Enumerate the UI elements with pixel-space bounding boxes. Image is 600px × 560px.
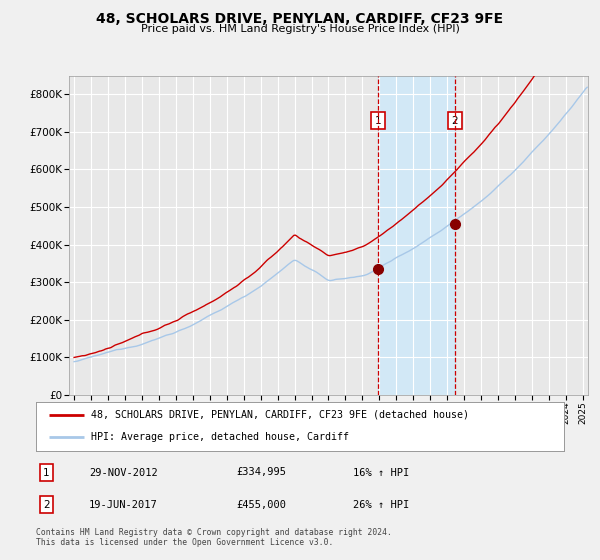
Text: 48, SCHOLARS DRIVE, PENYLAN, CARDIFF, CF23 9FE: 48, SCHOLARS DRIVE, PENYLAN, CARDIFF, CF… [97, 12, 503, 26]
Text: 1: 1 [374, 116, 381, 125]
Text: Price paid vs. HM Land Registry's House Price Index (HPI): Price paid vs. HM Land Registry's House … [140, 24, 460, 34]
Text: 29-NOV-2012: 29-NOV-2012 [89, 468, 158, 478]
Text: Contains HM Land Registry data © Crown copyright and database right 2024.
This d: Contains HM Land Registry data © Crown c… [36, 528, 392, 547]
Text: 1: 1 [43, 468, 50, 478]
Text: £455,000: £455,000 [236, 500, 287, 510]
Text: £334,995: £334,995 [236, 468, 287, 478]
Text: 2: 2 [452, 116, 458, 125]
Text: 26% ↑ HPI: 26% ↑ HPI [353, 500, 409, 510]
Text: 19-JUN-2017: 19-JUN-2017 [89, 500, 158, 510]
Text: 48, SCHOLARS DRIVE, PENYLAN, CARDIFF, CF23 9FE (detached house): 48, SCHOLARS DRIVE, PENYLAN, CARDIFF, CF… [91, 410, 469, 420]
Text: HPI: Average price, detached house, Cardiff: HPI: Average price, detached house, Card… [91, 432, 349, 442]
Bar [378, 76, 455, 395]
Text: 16% ↑ HPI: 16% ↑ HPI [353, 468, 409, 478]
Text: 2: 2 [43, 500, 50, 510]
